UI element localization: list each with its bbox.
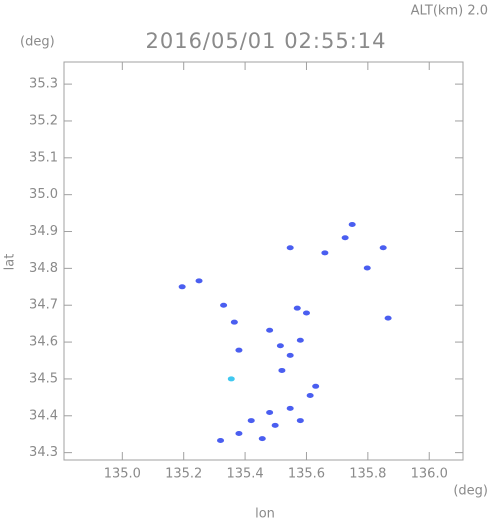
echo-blob — [220, 302, 228, 308]
echo-blob — [266, 327, 274, 333]
echo-blob — [341, 235, 349, 241]
echo-blob — [271, 422, 279, 428]
y-axis-label: lat — [3, 254, 18, 271]
x-tick-label: 135.2 — [165, 467, 202, 482]
echo-blob — [247, 418, 255, 424]
echo-blob — [266, 409, 274, 415]
y-tick-label: 35.2 — [29, 113, 58, 128]
x-tick-label: 136.0 — [411, 467, 448, 482]
echo-blob — [286, 352, 294, 358]
echo-blob — [302, 310, 310, 316]
x-tick-label: 135.6 — [288, 467, 325, 482]
y-tick-label: 35.1 — [29, 150, 58, 165]
y-tick-label: 34.6 — [29, 335, 58, 350]
y-tick-label: 35.0 — [29, 187, 58, 202]
echo-blob — [178, 284, 186, 290]
echo-blob — [296, 337, 304, 343]
echo-blob — [286, 245, 294, 251]
echo-blob — [276, 343, 284, 349]
echo-blob — [384, 315, 392, 321]
x-unit: (deg) — [453, 484, 488, 499]
echo-blob — [363, 265, 371, 271]
y-tick-label: 34.5 — [29, 371, 58, 386]
y-tick-label: 34.4 — [29, 408, 58, 423]
plot-frame — [63, 61, 464, 461]
echo-blob — [296, 418, 304, 424]
y-tick-label: 34.3 — [29, 445, 58, 460]
echo-blob — [258, 436, 266, 442]
echo-blob — [195, 278, 203, 284]
echo-blob — [235, 347, 243, 353]
x-axis-label: lon — [255, 507, 275, 521]
echo-blob — [321, 250, 329, 256]
echo-blob — [227, 376, 235, 382]
chart-subtitle: ALT(km) 2.0 — [411, 4, 488, 19]
x-tick-label: 135.4 — [226, 467, 263, 482]
echo-blob — [235, 430, 243, 436]
echo-blob — [293, 305, 301, 311]
echo-blob — [348, 222, 356, 228]
echo-blob — [286, 405, 294, 411]
y-tick-label: 34.7 — [29, 298, 58, 313]
echo-blob — [306, 393, 314, 399]
echo-blob — [230, 319, 238, 325]
y-tick-label: 34.9 — [29, 224, 58, 239]
echo-blob — [312, 383, 320, 389]
echo-blob — [278, 367, 286, 373]
y-unit: (deg) — [20, 35, 55, 50]
echo-blob — [379, 245, 387, 251]
chart-title: 2016/05/01 02:55:14 — [145, 29, 386, 53]
echo-blob — [217, 437, 225, 443]
y-tick-label: 35.3 — [29, 77, 58, 92]
x-tick-label: 135.8 — [349, 467, 386, 482]
y-tick-label: 34.8 — [29, 261, 58, 276]
x-tick-label: 135.0 — [104, 467, 141, 482]
